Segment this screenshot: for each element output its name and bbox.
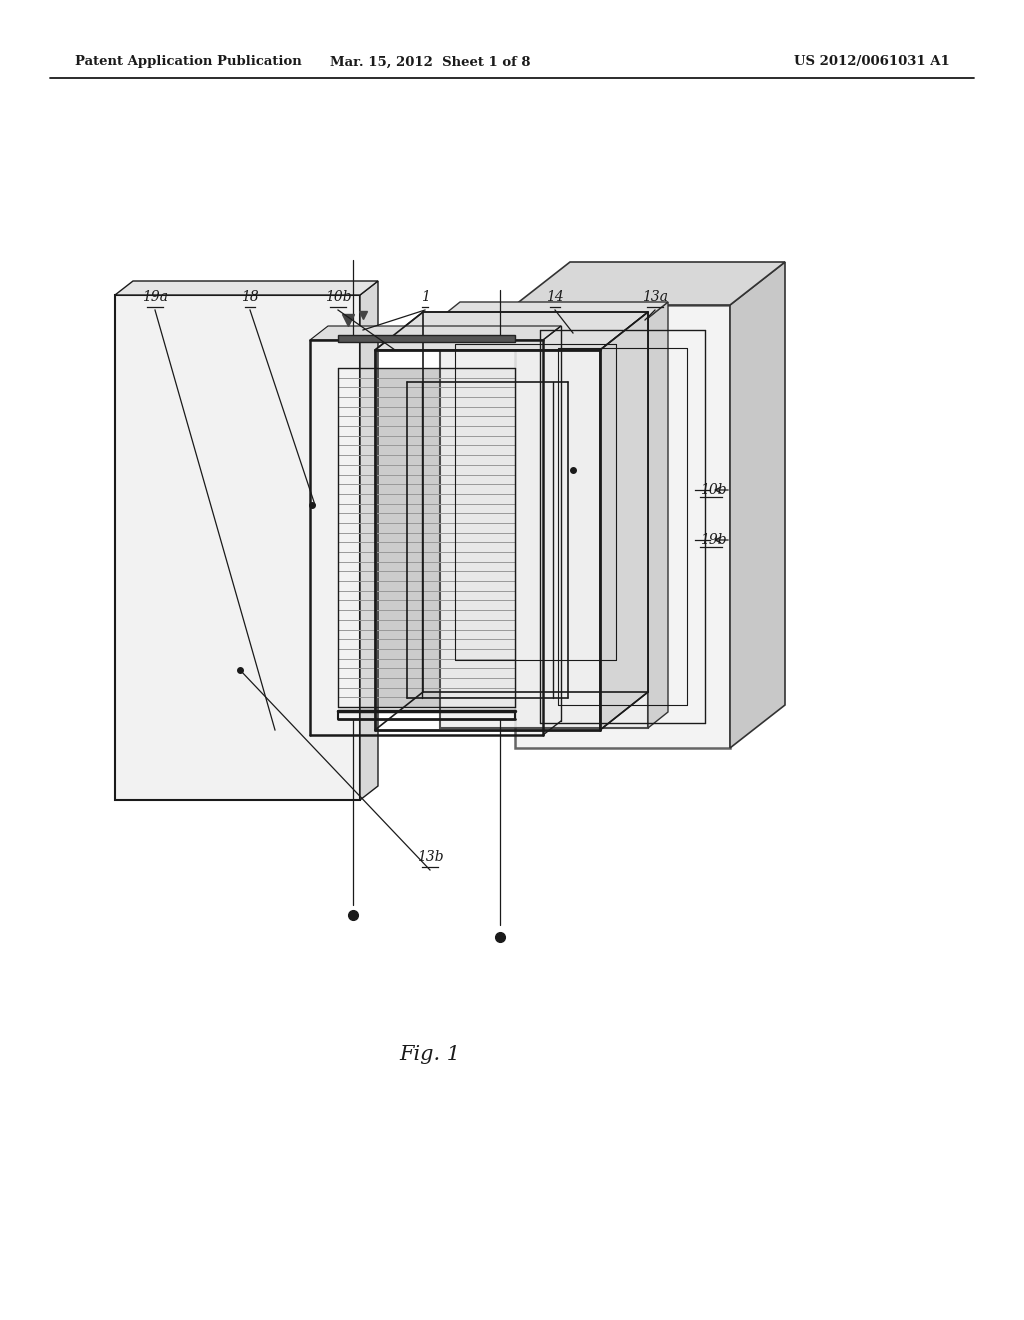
- Text: 19a: 19a: [142, 290, 168, 304]
- Polygon shape: [515, 305, 730, 748]
- Polygon shape: [730, 261, 785, 748]
- Polygon shape: [338, 368, 515, 708]
- Polygon shape: [600, 312, 648, 730]
- Text: 13a: 13a: [642, 290, 668, 304]
- Text: Patent Application Publication: Patent Application Publication: [75, 55, 302, 69]
- Polygon shape: [115, 281, 378, 294]
- Polygon shape: [515, 261, 785, 305]
- Text: 10b: 10b: [700, 483, 727, 498]
- Polygon shape: [440, 302, 668, 318]
- Polygon shape: [310, 326, 561, 341]
- Polygon shape: [115, 294, 360, 800]
- Polygon shape: [440, 318, 648, 729]
- Polygon shape: [648, 302, 668, 729]
- Text: 14: 14: [546, 290, 564, 304]
- Text: US 2012/0061031 A1: US 2012/0061031 A1: [795, 55, 950, 69]
- Text: 18: 18: [241, 290, 259, 304]
- Polygon shape: [338, 335, 515, 342]
- Text: 10b: 10b: [325, 290, 351, 304]
- Text: Fig. 1: Fig. 1: [399, 1045, 461, 1064]
- Text: 19b: 19b: [700, 533, 727, 546]
- Text: 13b: 13b: [417, 850, 443, 865]
- Polygon shape: [360, 281, 378, 800]
- Text: Mar. 15, 2012  Sheet 1 of 8: Mar. 15, 2012 Sheet 1 of 8: [330, 55, 530, 69]
- Polygon shape: [375, 312, 648, 350]
- Text: 1: 1: [421, 290, 429, 304]
